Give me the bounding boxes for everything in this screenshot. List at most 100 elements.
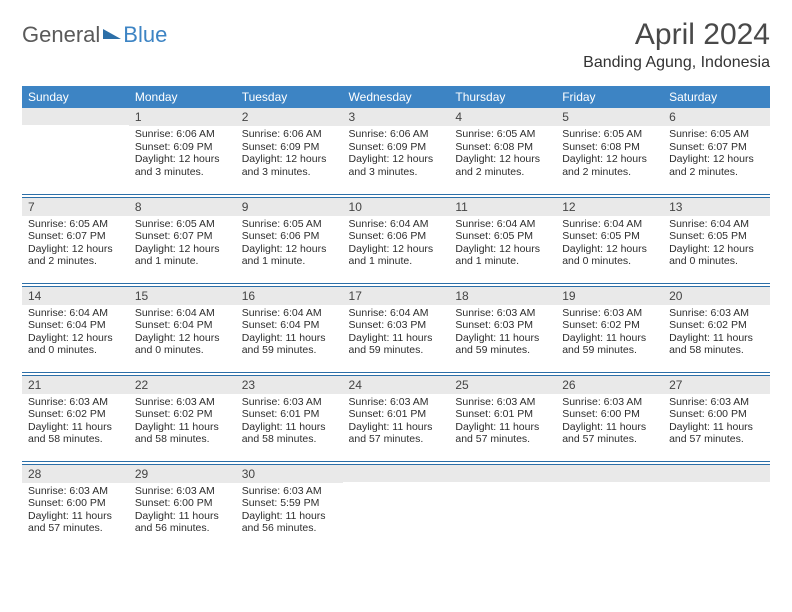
calendar-day-cell: 1Sunrise: 6:06 AMSunset: 6:09 PMDaylight… [129,108,236,194]
daylight-text: Daylight: 12 hours and 3 minutes. [242,153,337,178]
daylight-text: Daylight: 11 hours and 57 minutes. [669,421,764,446]
daylight-text: Daylight: 11 hours and 58 minutes. [669,332,764,357]
daylight-text: Daylight: 11 hours and 56 minutes. [242,510,337,535]
day-number: 11 [449,198,556,216]
calendar-day-cell [556,464,663,550]
calendar-day-cell: 26Sunrise: 6:03 AMSunset: 6:00 PMDayligh… [556,375,663,461]
sunset-text: Sunset: 6:09 PM [242,141,337,154]
calendar-body: 1Sunrise: 6:06 AMSunset: 6:09 PMDaylight… [22,108,770,550]
daylight-text: Daylight: 11 hours and 58 minutes. [242,421,337,446]
sunrise-text: Sunrise: 6:03 AM [455,307,550,320]
calendar-day-cell [343,464,450,550]
sunset-text: Sunset: 6:07 PM [135,230,230,243]
daylight-text: Daylight: 12 hours and 3 minutes. [135,153,230,178]
col-thursday: Thursday [449,86,556,108]
day-number: 28 [22,465,129,483]
sunrise-text: Sunrise: 6:04 AM [28,307,123,320]
sunrise-text: Sunrise: 6:03 AM [562,307,657,320]
day-data: Sunrise: 6:03 AMSunset: 6:01 PMDaylight:… [343,394,450,450]
calendar-day-cell [449,464,556,550]
day-data: Sunrise: 6:05 AMSunset: 6:06 PMDaylight:… [236,216,343,272]
calendar-day-cell: 15Sunrise: 6:04 AMSunset: 6:04 PMDayligh… [129,286,236,372]
calendar-day-cell: 27Sunrise: 6:03 AMSunset: 6:00 PMDayligh… [663,375,770,461]
sunset-text: Sunset: 6:00 PM [669,408,764,421]
sunset-text: Sunset: 6:02 PM [135,408,230,421]
sunset-text: Sunset: 6:07 PM [669,141,764,154]
day-number: 10 [343,198,450,216]
day-number [22,108,129,125]
calendar-week-row: 7Sunrise: 6:05 AMSunset: 6:07 PMDaylight… [22,197,770,283]
calendar-day-cell: 30Sunrise: 6:03 AMSunset: 5:59 PMDayligh… [236,464,343,550]
day-number: 1 [129,108,236,126]
sunrise-text: Sunrise: 6:04 AM [455,218,550,231]
sunset-text: Sunset: 6:02 PM [28,408,123,421]
day-number: 22 [129,376,236,394]
sunrise-text: Sunrise: 6:04 AM [562,218,657,231]
day-data: Sunrise: 6:04 AMSunset: 6:05 PMDaylight:… [556,216,663,272]
day-data: Sunrise: 6:03 AMSunset: 6:00 PMDaylight:… [663,394,770,450]
daylight-text: Daylight: 12 hours and 1 minute. [349,243,444,268]
daylight-text: Daylight: 12 hours and 2 minutes. [28,243,123,268]
sunrise-text: Sunrise: 6:06 AM [242,128,337,141]
sunrise-text: Sunrise: 6:05 AM [455,128,550,141]
calendar-day-cell: 23Sunrise: 6:03 AMSunset: 6:01 PMDayligh… [236,375,343,461]
day-number: 4 [449,108,556,126]
day-number: 5 [556,108,663,126]
page-header: General Blue April 2024 Banding Agung, I… [22,18,770,72]
day-number: 25 [449,376,556,394]
calendar-day-cell: 6Sunrise: 6:05 AMSunset: 6:07 PMDaylight… [663,108,770,194]
daylight-text: Daylight: 12 hours and 2 minutes. [562,153,657,178]
day-number: 8 [129,198,236,216]
daylight-text: Daylight: 11 hours and 57 minutes. [562,421,657,446]
daylight-text: Daylight: 12 hours and 0 minutes. [28,332,123,357]
sunset-text: Sunset: 6:04 PM [242,319,337,332]
daylight-text: Daylight: 12 hours and 0 minutes. [135,332,230,357]
month-title: April 2024 [583,18,770,52]
day-data: Sunrise: 6:04 AMSunset: 6:03 PMDaylight:… [343,305,450,361]
calendar-day-cell: 12Sunrise: 6:04 AMSunset: 6:05 PMDayligh… [556,197,663,283]
col-sunday: Sunday [22,86,129,108]
sunset-text: Sunset: 6:01 PM [242,408,337,421]
calendar-day-cell: 24Sunrise: 6:03 AMSunset: 6:01 PMDayligh… [343,375,450,461]
day-data: Sunrise: 6:05 AMSunset: 6:07 PMDaylight:… [663,126,770,182]
sunrise-text: Sunrise: 6:03 AM [669,307,764,320]
sunrise-text: Sunrise: 6:04 AM [669,218,764,231]
location-label: Banding Agung, Indonesia [583,54,770,72]
sunrise-text: Sunrise: 6:03 AM [135,485,230,498]
col-monday: Monday [129,86,236,108]
daylight-text: Daylight: 11 hours and 57 minutes. [28,510,123,535]
day-data: Sunrise: 6:04 AMSunset: 6:05 PMDaylight:… [449,216,556,272]
day-number: 20 [663,287,770,305]
calendar-day-cell: 4Sunrise: 6:05 AMSunset: 6:08 PMDaylight… [449,108,556,194]
daylight-text: Daylight: 11 hours and 59 minutes. [455,332,550,357]
brand-logo: General Blue [22,18,167,48]
sunrise-text: Sunrise: 6:04 AM [349,307,444,320]
day-data: Sunrise: 6:05 AMSunset: 6:08 PMDaylight:… [556,126,663,182]
daylight-text: Daylight: 11 hours and 59 minutes. [349,332,444,357]
day-number: 9 [236,198,343,216]
sunrise-text: Sunrise: 6:03 AM [135,396,230,409]
day-number: 19 [556,287,663,305]
sunrise-text: Sunrise: 6:03 AM [28,396,123,409]
day-number: 27 [663,376,770,394]
sunset-text: Sunset: 6:00 PM [135,497,230,510]
col-saturday: Saturday [663,86,770,108]
sunrise-text: Sunrise: 6:05 AM [28,218,123,231]
sunset-text: Sunset: 6:09 PM [135,141,230,154]
day-data: Sunrise: 6:03 AMSunset: 6:02 PMDaylight:… [129,394,236,450]
day-data: Sunrise: 6:05 AMSunset: 6:07 PMDaylight:… [22,216,129,272]
daylight-text: Daylight: 11 hours and 56 minutes. [135,510,230,535]
calendar-week-row: 14Sunrise: 6:04 AMSunset: 6:04 PMDayligh… [22,286,770,372]
day-data: Sunrise: 6:03 AMSunset: 6:02 PMDaylight:… [22,394,129,450]
calendar-day-cell: 25Sunrise: 6:03 AMSunset: 6:01 PMDayligh… [449,375,556,461]
calendar-day-cell: 9Sunrise: 6:05 AMSunset: 6:06 PMDaylight… [236,197,343,283]
calendar-day-cell [663,464,770,550]
day-number: 7 [22,198,129,216]
day-data: Sunrise: 6:06 AMSunset: 6:09 PMDaylight:… [236,126,343,182]
day-number: 26 [556,376,663,394]
daylight-text: Daylight: 11 hours and 59 minutes. [242,332,337,357]
brand-part1: General [22,22,100,48]
calendar-header-row: Sunday Monday Tuesday Wednesday Thursday… [22,86,770,108]
sunset-text: Sunset: 6:04 PM [28,319,123,332]
day-number: 17 [343,287,450,305]
